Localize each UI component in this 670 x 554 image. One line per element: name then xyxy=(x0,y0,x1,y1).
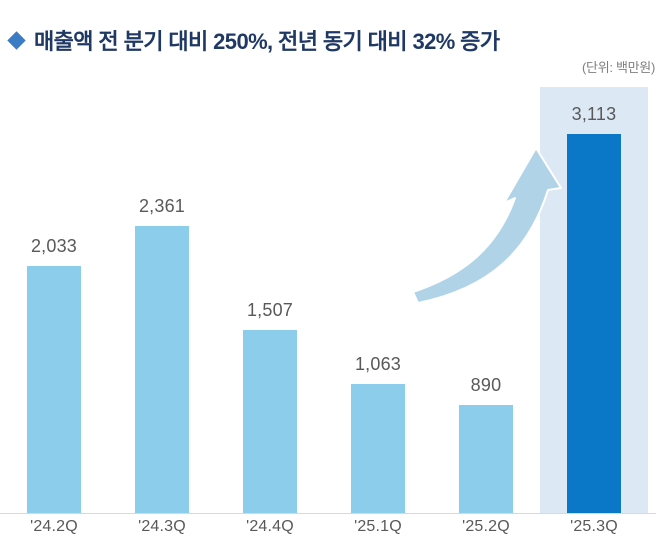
bar-column: 1,063 xyxy=(324,87,432,513)
bar xyxy=(243,330,297,513)
bar-value-label: 890 xyxy=(470,375,502,395)
x-tick-label: '25.2Q xyxy=(462,518,510,535)
bar-value-label: 2,361 xyxy=(138,196,186,216)
bar xyxy=(27,266,81,513)
bar-column: 2,033 xyxy=(0,87,108,513)
x-tick-label: '24.4Q xyxy=(246,518,294,535)
unit-label: (단위: 백만원) xyxy=(582,60,655,75)
bar-value-label: 1,063 xyxy=(354,354,402,374)
bar xyxy=(135,226,189,513)
bar xyxy=(567,134,621,513)
bar-column: 2,361 xyxy=(108,87,216,513)
bar-value-label: 1,507 xyxy=(246,300,294,320)
bar xyxy=(459,405,513,513)
x-tick-label: '24.3Q xyxy=(138,518,186,535)
x-tick-label: '25.3Q xyxy=(570,518,618,535)
growth-arrow-icon xyxy=(412,147,562,304)
bar-value-label: 3,113 xyxy=(571,104,617,124)
bar-column: 3,113 xyxy=(540,87,648,513)
x-tick-label: '24.2Q xyxy=(30,518,78,535)
headline-text: 매출액 전 분기 대비 250%, 전년 동기 대비 32% 증가 xyxy=(34,29,500,54)
bar xyxy=(351,384,405,513)
bar-column: 890 xyxy=(432,87,540,513)
headline: 매출액 전 분기 대비 250%, 전년 동기 대비 32% 증가 xyxy=(7,24,500,56)
x-tick-label: '25.1Q xyxy=(354,518,402,535)
bar-column: 1,507 xyxy=(216,87,324,513)
bar-chart: 2,033 2,361 1,507 1,063 890 3,113 xyxy=(0,87,648,513)
bar-value-label: 2,033 xyxy=(30,236,78,256)
diamond-bullet-icon xyxy=(7,30,26,50)
x-axis-line xyxy=(0,513,656,514)
x-axis-labels: '24.2Q '24.3Q '24.4Q '25.1Q '25.2Q '25.3Q xyxy=(0,517,648,537)
